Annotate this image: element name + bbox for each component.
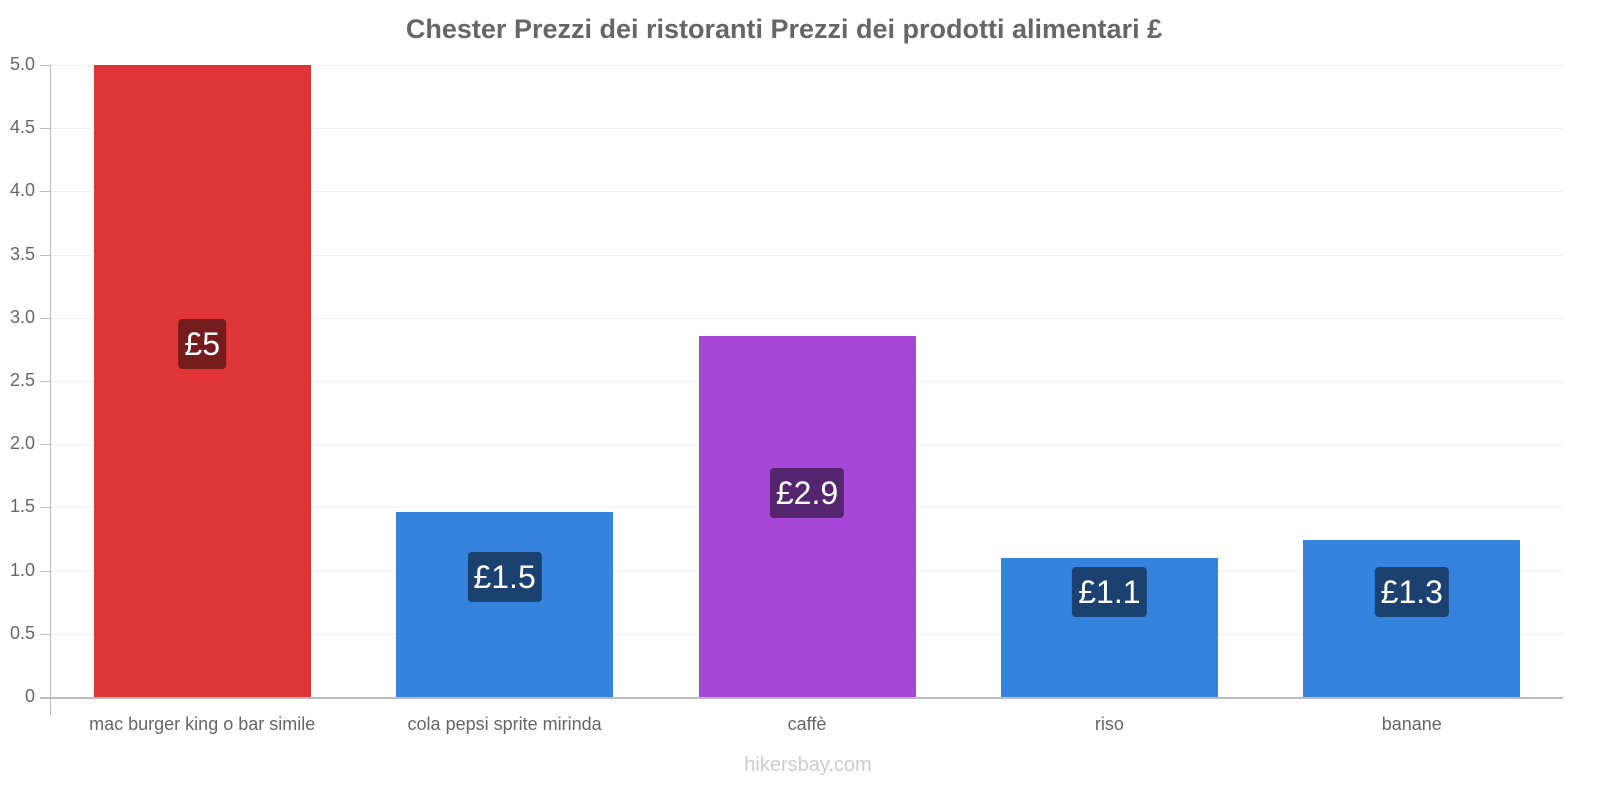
y-tick-label: 4.0 xyxy=(9,180,35,201)
y-tick-label: 0 xyxy=(24,686,35,706)
y-axis-line xyxy=(50,65,51,715)
x-category-label: riso xyxy=(1094,714,1124,734)
watermark: hikersbay.com xyxy=(744,754,872,776)
y-tick-mark xyxy=(40,254,50,256)
bar-value-label: £1.1 xyxy=(1072,567,1147,617)
chart-title: Chester Prezzi dei ristoranti Prezzi dei… xyxy=(405,14,1163,44)
x-category-label: mac burger king o bar simile xyxy=(89,714,316,734)
gridline xyxy=(51,254,1563,256)
y-tick-label: 1.0 xyxy=(9,559,35,580)
y-tick-mark xyxy=(40,633,50,635)
y-tick-label: 2.0 xyxy=(9,433,35,454)
bar-value-label: £2.9 xyxy=(769,468,845,519)
bar-value-label: £1.5 xyxy=(467,552,542,603)
x-category-label: cola pepsi sprite mirinda xyxy=(407,714,602,734)
x-category-label: caffè xyxy=(787,714,827,734)
y-tick-mark xyxy=(40,381,50,382)
x-axis-line xyxy=(40,697,1563,699)
bar[interactable]: £1.5 xyxy=(396,512,614,697)
y-tick-label: 4.5 xyxy=(9,117,35,138)
bar-value-label: £1.3 xyxy=(1374,567,1449,617)
y-tick-mark xyxy=(40,65,50,66)
x-category-label: banane xyxy=(1381,714,1442,734)
gridline xyxy=(51,128,1563,130)
gridline xyxy=(51,65,1563,66)
bar[interactable]: £2.9 xyxy=(698,335,916,697)
bar[interactable]: £1.3 xyxy=(1303,540,1521,697)
gridline xyxy=(51,317,1563,319)
bar[interactable]: £1.1 xyxy=(1000,557,1218,697)
y-tick-mark xyxy=(40,697,50,698)
y-tick-label: 0.5 xyxy=(9,622,35,643)
y-tick-label: 5.0 xyxy=(9,54,35,74)
y-tick-mark xyxy=(40,444,50,446)
y-tick-label: 3.0 xyxy=(9,306,35,327)
y-tick-label: 2.5 xyxy=(9,370,35,390)
gridline xyxy=(51,191,1563,193)
y-tick-mark xyxy=(40,191,50,193)
plot-area: £5 £1.5 £2.9 £1.1 £1.3 xyxy=(51,65,1563,697)
y-tick-mark xyxy=(40,317,50,319)
bar-value-label: £5 xyxy=(178,319,226,370)
y-tick-label: 3.5 xyxy=(9,243,35,264)
bar[interactable]: £5 xyxy=(93,65,311,697)
y-tick-mark xyxy=(40,128,50,130)
y-tick-mark xyxy=(40,570,50,572)
y-tick-mark xyxy=(40,507,50,509)
y-tick-label: 1.5 xyxy=(9,496,35,517)
